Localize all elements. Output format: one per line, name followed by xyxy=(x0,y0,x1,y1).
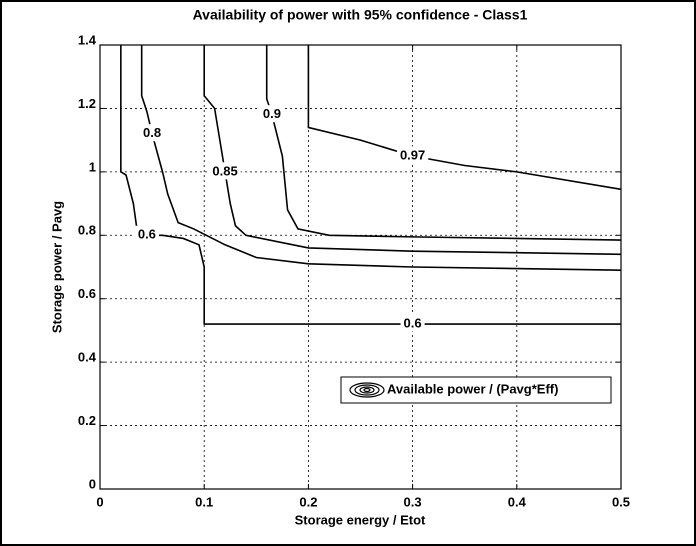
y-axis-label: Storage power / Pavg xyxy=(49,201,64,333)
contour-label-bg xyxy=(134,225,159,243)
y-tick-label: 0.4 xyxy=(78,350,97,365)
y-tick-label: 0.8 xyxy=(78,223,96,238)
contour-label-bg xyxy=(400,314,425,332)
y-tick-label: 0.6 xyxy=(78,286,96,301)
legend-icon xyxy=(349,382,385,398)
legend: Available power / (Pavg*Eff) xyxy=(340,376,612,404)
contour-label-bg xyxy=(140,124,165,142)
contour-label-group: 0.6 xyxy=(400,314,425,332)
contour-label: 0.8 xyxy=(143,125,161,140)
contour-label: 0.6 xyxy=(404,316,422,331)
x-tick-label: 0 xyxy=(96,494,103,509)
y-tick-label: 1.4 xyxy=(78,32,97,47)
contour-label-bg xyxy=(209,162,241,180)
contour-label-group: 0.8 xyxy=(140,124,165,142)
y-tick-label: 0.2 xyxy=(78,413,96,428)
chart-title: Availability of power with 95% confidenc… xyxy=(193,7,528,23)
contour-label-group: 0.97 xyxy=(396,146,429,164)
contour-label-group: 0.85 xyxy=(209,162,241,180)
contour-label-bg xyxy=(259,105,284,123)
contour-line xyxy=(203,45,622,256)
legend-icon xyxy=(359,386,375,394)
plot-area xyxy=(100,45,621,489)
contour-label: 0.9 xyxy=(263,106,281,121)
contour-line xyxy=(120,45,621,325)
legend-label: Available power / (Pavg*Eff) xyxy=(387,381,558,396)
contour-line xyxy=(140,45,622,271)
contour-line xyxy=(265,45,622,241)
legend-icon xyxy=(363,387,371,393)
y-tick-label: 1 xyxy=(89,159,96,174)
axes-frame xyxy=(99,44,622,490)
contour-label-group: 0.6 xyxy=(134,225,159,243)
legend-icon xyxy=(354,384,380,396)
x-tick-label: 0.2 xyxy=(299,494,317,509)
contour-label-bg xyxy=(396,146,429,164)
y-tick-label: 1.2 xyxy=(78,96,96,111)
contour-label-group: 0.9 xyxy=(259,105,284,123)
y-tick-label: 0 xyxy=(89,476,96,491)
x-tick-label: 0.4 xyxy=(508,494,527,509)
legend-box xyxy=(340,376,612,404)
x-tick-label: 0.5 xyxy=(612,494,630,509)
x-tick-label: 0.3 xyxy=(404,494,422,509)
contour-label: 0.6 xyxy=(138,227,156,242)
x-axis-label: Storage energy / Etot xyxy=(295,512,426,527)
contour-label: 0.85 xyxy=(212,163,237,178)
contour-label: 0.97 xyxy=(400,147,425,162)
x-tick-label: 0.1 xyxy=(195,494,213,509)
